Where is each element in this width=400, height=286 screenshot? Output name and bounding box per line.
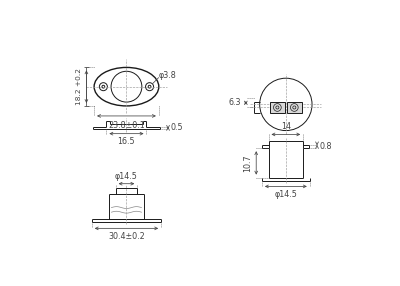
Text: φ14.5: φ14.5 [115,172,138,181]
Text: φ3.8: φ3.8 [159,72,176,80]
Text: 23.8±0.1: 23.8±0.1 [108,121,145,130]
Text: 10.7: 10.7 [243,154,252,172]
Bar [270,102,285,113]
Text: 16.5: 16.5 [118,138,135,146]
Text: 0.5: 0.5 [170,123,183,132]
Text: 6.3: 6.3 [229,98,241,107]
Text: 18.2 +0.2: 18.2 +0.2 [76,68,82,105]
Text: 0.8: 0.8 [319,142,332,151]
Bar [287,102,302,113]
Text: φ14.5: φ14.5 [274,190,297,199]
Text: 30.4±0.2: 30.4±0.2 [108,232,145,241]
Text: 14: 14 [281,122,291,131]
